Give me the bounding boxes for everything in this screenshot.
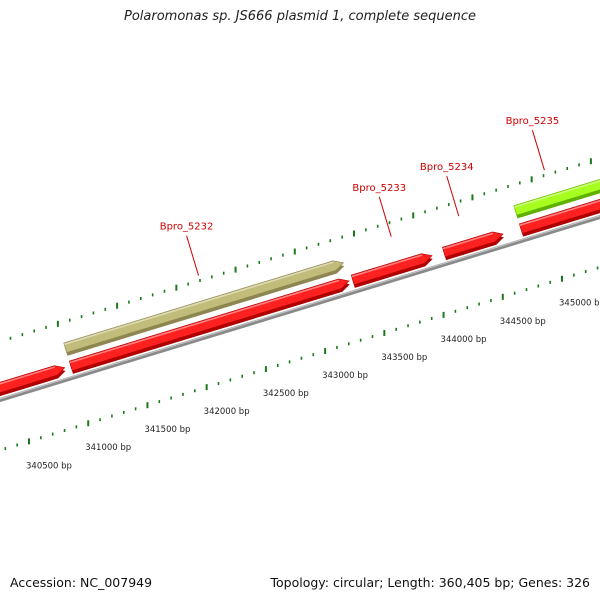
scale-label: 343500 bp: [381, 353, 427, 363]
gene-labels: Bpro_5232 Bpro_5233 Bpro_5234 Bpro_5235: [160, 116, 560, 276]
scale-label: 344500 bp: [500, 317, 546, 327]
scale-labels: 340500 bp 341000 bp 341500 bp 342000 bp 3425…: [26, 299, 600, 472]
scale-label: 345000 bp: [559, 299, 600, 309]
gene-arrow-highlight: [519, 200, 600, 226]
map-title: Polaromonas sp. JS666 plasmid 1, complet…: [123, 9, 476, 24]
outer-tick-track: [9, 158, 592, 340]
backbone-highlight: [0, 215, 600, 400]
gene-arrow-highlight: [63, 261, 334, 346]
scale-label: 344000 bp: [441, 335, 487, 345]
gene-a[interactable]: [0, 365, 66, 393]
gene-arrow-highlight: [351, 254, 423, 278]
gene-label-bpro_5232[interactable]: Bpro_5232: [160, 222, 214, 233]
gene-bpro-5235-cds[interactable]: [518, 196, 600, 234]
gene-label-leader: [186, 235, 200, 276]
scale-label: 341500 bp: [144, 425, 190, 435]
backbone-track: [0, 214, 600, 403]
inner-tick-track: [4, 266, 599, 451]
gene-label-bpro_5233[interactable]: Bpro_5233: [352, 183, 406, 194]
gene-arrow-highlight: [442, 232, 494, 250]
gene-label-leader: [446, 176, 460, 217]
gene-label-leader: [378, 196, 392, 237]
genome-stats-text: Topology: circular; Length: 360,405 bp; …: [270, 575, 591, 590]
scale-label: 342500 bp: [263, 389, 309, 399]
gene-label-bpro_5235[interactable]: Bpro_5235: [506, 116, 560, 127]
scale-label: 342000 bp: [204, 407, 250, 417]
scale-label: 343000 bp: [322, 371, 368, 381]
gene-bpro-5234[interactable]: [441, 231, 504, 258]
gene-label-leader: [531, 130, 545, 171]
gene-bpro-5232[interactable]: [63, 260, 345, 353]
gene-arrow-highlight: [69, 279, 340, 364]
scale-label: 340500 bp: [26, 461, 72, 471]
gene-label-bpro_5234[interactable]: Bpro_5234: [420, 162, 474, 173]
gene-bpro-5233[interactable]: [350, 253, 433, 286]
scale-label: 341000 bp: [85, 443, 131, 453]
accession-text: Accession: NC_007949: [10, 575, 153, 590]
gene-features: [0, 178, 600, 397]
gene-bpro-5232-cds[interactable]: [68, 278, 350, 372]
gene-bpro-5235[interactable]: [513, 178, 600, 216]
gene-arrow-highlight: [514, 180, 600, 208]
backbone-line: [0, 214, 600, 403]
gene-arrow-highlight: [0, 366, 55, 385]
